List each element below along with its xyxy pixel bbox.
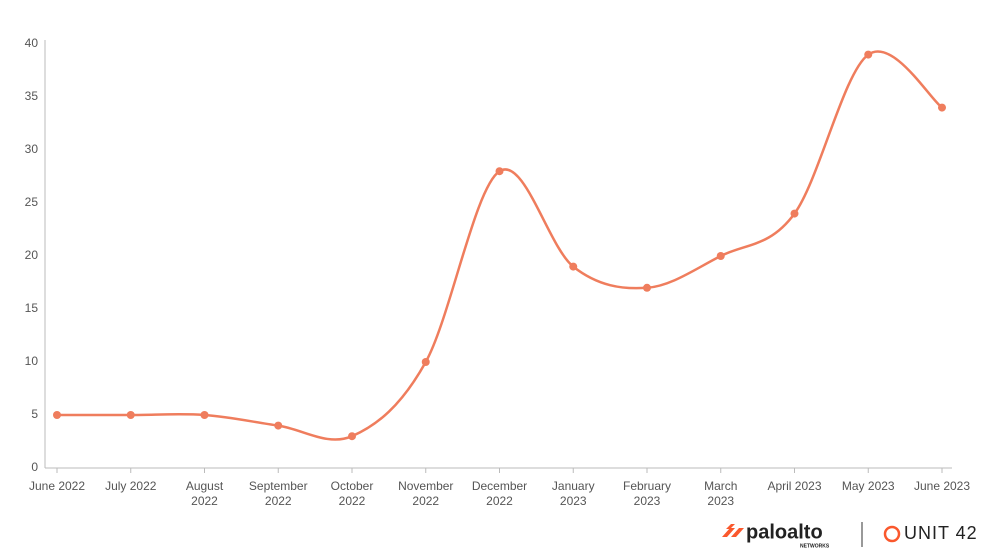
x-tick-label: June 2023 xyxy=(913,479,971,493)
y-tick-label: 5 xyxy=(31,407,38,421)
brand: paloalto xyxy=(746,521,823,543)
y-tick-label: 10 xyxy=(25,354,39,368)
logo-mark xyxy=(722,524,744,537)
x-tick-label: November 2022 xyxy=(398,479,454,508)
x-tick-label: May 2023 xyxy=(841,479,895,493)
logo: paloalto NETWORKS UNIT 42 xyxy=(722,521,978,549)
y-tick-label: 35 xyxy=(25,89,39,103)
x-tick-label: April 2023 xyxy=(767,479,822,493)
y-tick-label: 30 xyxy=(25,142,39,156)
x-tick-label: March 2023 xyxy=(704,479,738,508)
point xyxy=(790,209,799,218)
y-tick-label: 25 xyxy=(25,195,39,209)
y-tick-label: 0 xyxy=(31,460,38,474)
x-tick-label: June 2022 xyxy=(28,479,86,493)
point xyxy=(938,103,946,112)
point xyxy=(716,252,725,260)
point xyxy=(274,421,283,430)
point xyxy=(643,283,651,292)
point xyxy=(495,167,504,176)
point xyxy=(126,411,135,419)
unit: UNIT 42 xyxy=(904,523,978,543)
unit-mark xyxy=(883,525,901,543)
point xyxy=(200,411,209,419)
x-tick-label: September 2022 xyxy=(248,479,308,508)
line xyxy=(57,50,943,441)
y-tick-label: 20 xyxy=(25,248,39,262)
brand-sub: NETWORKS xyxy=(800,543,830,549)
x-tick-label: August 2022 xyxy=(185,479,224,508)
x-tick-label: February 2023 xyxy=(622,479,672,508)
point xyxy=(348,432,356,441)
x-tick-label: July 2022 xyxy=(105,479,157,493)
x-tick-label: January 2023 xyxy=(551,479,595,508)
y-tick-label: 40 xyxy=(25,36,39,50)
x-tick-label: December 2022 xyxy=(471,479,528,508)
point xyxy=(53,411,61,419)
x-tick-label: October 2022 xyxy=(330,479,374,508)
point xyxy=(421,358,430,366)
point xyxy=(569,262,578,271)
y-tick-label: 15 xyxy=(25,301,39,315)
point xyxy=(864,50,873,59)
